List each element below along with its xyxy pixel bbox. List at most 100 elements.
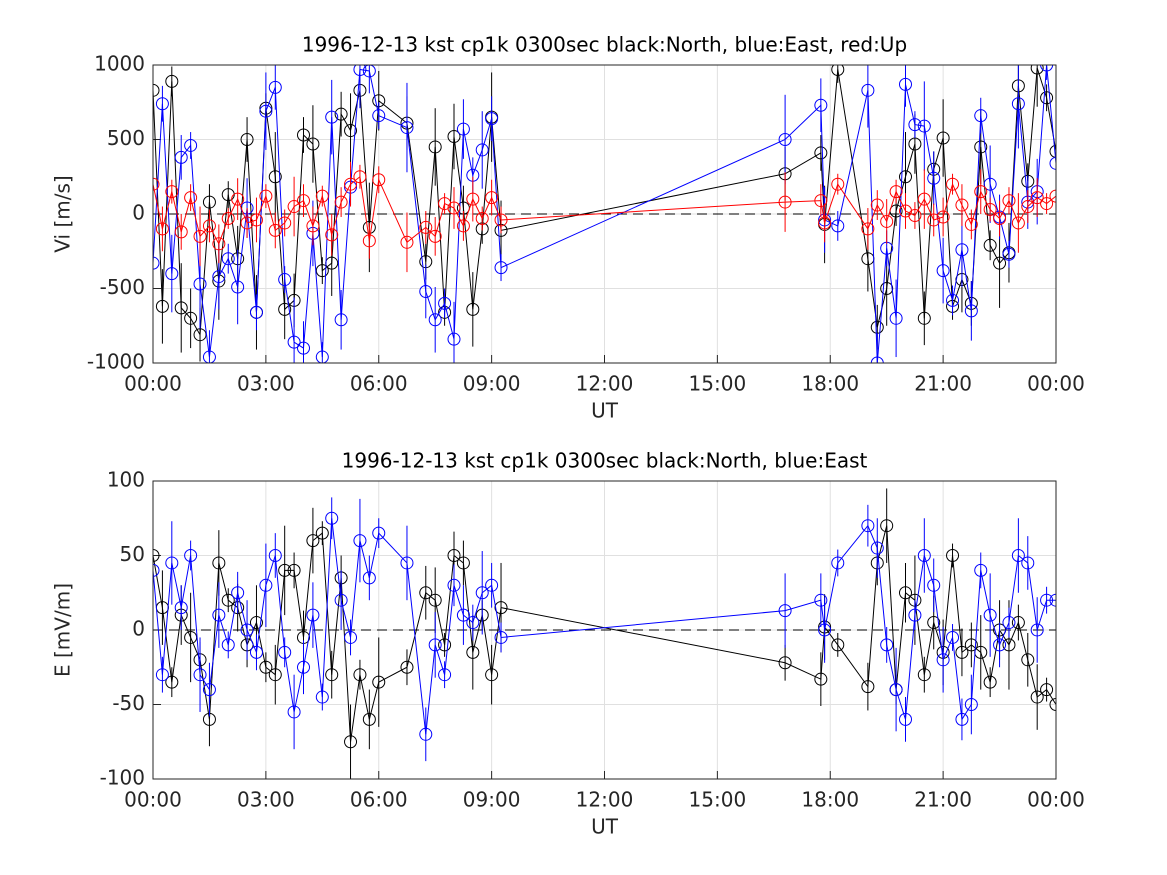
marker	[814, 672, 828, 686]
marker	[428, 593, 442, 607]
marker	[1040, 593, 1054, 607]
marker	[268, 549, 282, 562]
x-tick-label: 12:00	[576, 372, 634, 396]
marker	[475, 143, 489, 157]
marker	[353, 170, 367, 184]
marker	[908, 608, 922, 622]
marker	[964, 698, 978, 711]
marker	[353, 668, 367, 682]
marker	[221, 593, 235, 607]
marker	[936, 210, 950, 224]
marker	[1040, 91, 1054, 105]
marker	[917, 119, 931, 133]
x-tick-label: 03:00	[237, 788, 295, 812]
marker	[889, 311, 903, 325]
marker	[344, 630, 358, 644]
marker	[485, 191, 499, 205]
marker	[315, 350, 329, 363]
marker	[778, 604, 792, 618]
marker	[372, 675, 386, 689]
marker	[899, 712, 912, 726]
marker	[485, 112, 499, 126]
marker	[955, 198, 969, 212]
chart-title: 1996-12-13 kst cp1k 0300sec black:North,…	[342, 449, 868, 473]
marker	[428, 229, 442, 243]
marker	[419, 284, 433, 298]
marker	[1011, 216, 1025, 230]
x-tick-label: 15:00	[689, 372, 747, 396]
marker	[153, 563, 160, 577]
marker	[466, 645, 480, 659]
marker	[466, 616, 480, 630]
marker	[946, 177, 960, 191]
marker	[193, 229, 207, 243]
marker	[456, 608, 470, 622]
marker	[946, 293, 960, 307]
x-tick-label: 21:00	[914, 788, 972, 812]
marker	[419, 727, 433, 741]
marker	[400, 235, 414, 249]
marker	[974, 109, 988, 123]
marker	[249, 645, 263, 659]
marker	[475, 211, 489, 225]
y-tick-label: 0	[132, 201, 145, 225]
marker	[1030, 623, 1044, 637]
marker	[259, 660, 273, 674]
marker	[1002, 247, 1016, 261]
marker	[278, 563, 292, 577]
marker	[778, 133, 792, 146]
marker	[278, 216, 292, 230]
x-axis-label: UT	[591, 815, 619, 839]
marker	[494, 601, 508, 615]
marker	[297, 660, 310, 674]
series-line	[153, 67, 1056, 337]
axes-box	[152, 480, 1057, 780]
marker	[165, 556, 179, 570]
marker	[344, 124, 358, 138]
marker	[993, 256, 1007, 270]
marker	[362, 712, 376, 726]
marker	[964, 217, 978, 231]
marker	[861, 519, 875, 533]
x-tick-label: 06:00	[350, 372, 408, 396]
marker	[325, 228, 339, 242]
marker	[184, 311, 198, 325]
series-layer	[153, 488, 1056, 779]
marker	[287, 705, 301, 719]
marker	[917, 668, 931, 682]
marker	[334, 313, 348, 327]
y-tick-label: -500	[100, 275, 145, 299]
panel: 00:00 03:00 06:00 09:00 12:00 15:00 18:00 21:00…	[51, 449, 1085, 839]
marker	[983, 203, 997, 217]
marker	[1049, 698, 1056, 711]
marker	[428, 140, 442, 154]
marker	[428, 638, 442, 652]
marker	[155, 222, 169, 236]
x-tick-label: 21:00	[914, 372, 972, 396]
marker	[818, 216, 832, 230]
marker	[202, 350, 216, 363]
marker	[400, 556, 414, 570]
marker	[964, 304, 978, 318]
marker	[297, 194, 310, 208]
marker	[983, 177, 997, 191]
marker	[344, 735, 358, 749]
marker	[993, 211, 1007, 225]
marker	[917, 311, 931, 325]
marker	[899, 77, 912, 91]
marker	[831, 177, 845, 191]
marker	[1040, 197, 1054, 211]
marker	[880, 282, 894, 295]
marker	[1011, 549, 1025, 562]
marker	[212, 608, 226, 622]
marker	[212, 237, 226, 251]
marker	[278, 645, 292, 659]
marker	[456, 122, 470, 136]
marker	[964, 638, 978, 652]
x-tick-label: 00:00	[1027, 372, 1085, 396]
marker	[889, 683, 903, 697]
marker	[466, 192, 480, 206]
y-axis-label: E [mV/m]	[51, 583, 75, 677]
marker	[153, 549, 160, 562]
marker	[1030, 65, 1044, 75]
